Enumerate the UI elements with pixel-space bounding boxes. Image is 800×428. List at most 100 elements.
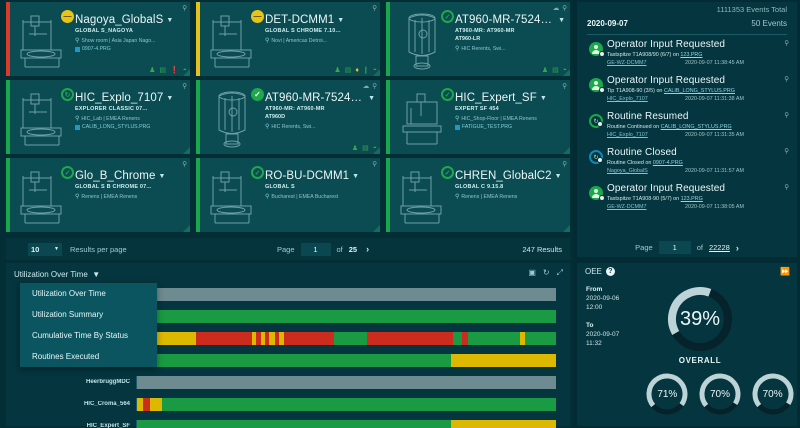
- pin-icon[interactable]: ⚲: [784, 76, 789, 83]
- device-card[interactable]: ↻ HIC_Explo_7107 ▼ EXPLORER CLASSIC 07..…: [6, 80, 190, 154]
- person-icon: ♟: [149, 67, 156, 74]
- device-card[interactable]: — DET-DCMM1 ▼ GLOBAL S CHROME 7.10... ⚲ N…: [196, 2, 380, 76]
- page-input[interactable]: 1: [300, 242, 331, 256]
- event-item[interactable]: ↻ Routine Resumed Routine Continued on C…: [583, 107, 791, 143]
- events-page-input[interactable]: 1: [658, 241, 691, 254]
- oee-from-value: 2020-09-06 12:00: [586, 295, 620, 311]
- event-item[interactable]: Operator Input Requested Tastspitze T1A9…: [583, 35, 791, 71]
- chevron-down-icon[interactable]: ▼: [554, 172, 562, 180]
- pin-icon[interactable]: ⚲: [562, 161, 567, 168]
- forward-icon[interactable]: ⏩: [780, 267, 790, 276]
- device-program: FATIGUE_TEST.PRG: [455, 124, 565, 130]
- next-page-button[interactable]: ›: [366, 244, 370, 254]
- oee-title: OEE: [585, 267, 602, 276]
- event-item[interactable]: Operator Input Requested Tip T1A908-90 (…: [583, 71, 791, 107]
- resize-corner: [183, 69, 190, 76]
- utilization-chart-selector[interactable]: Utilization Over Time ▼: [14, 264, 100, 282]
- events-total-pages: 22228: [708, 243, 730, 252]
- device-card[interactable]: ✓ AT960-MR-75248... ▼ AT960-MR: AT960-MR…: [386, 2, 570, 76]
- event-source-link[interactable]: GE-WZ-DCMM7: [607, 204, 647, 210]
- event-title: Operator Input Requested: [607, 39, 726, 50]
- chevron-down-icon[interactable]: ▼: [166, 16, 174, 24]
- pin-icon[interactable]: ⚲: [372, 83, 377, 90]
- device-program: 0907-4.PRG: [75, 46, 185, 52]
- event-program-link[interactable]: 0907-4.PRG: [652, 160, 683, 166]
- monitor-icon: ▤: [552, 67, 559, 74]
- help-icon[interactable]: ?: [605, 267, 615, 276]
- machine-illustration: [395, 162, 451, 229]
- chevron-down-icon[interactable]: ▼: [158, 172, 166, 180]
- status-running-icon: ↻: [61, 88, 74, 101]
- dropdown-item-0[interactable]: Utilization Over Time: [20, 283, 157, 304]
- device-model: GLOBAL S CHROME 7.10...: [265, 28, 341, 34]
- alert-icon: ❗: [170, 67, 179, 74]
- chart-row: [6, 327, 570, 349]
- results-per-page-select[interactable]: 10 ▼: [28, 242, 62, 256]
- event-title: Routine Closed: [607, 147, 677, 158]
- expand-icon[interactable]: ⤢: [556, 268, 563, 277]
- chevron-down-icon[interactable]: ▼: [352, 172, 360, 180]
- pin-icon[interactable]: ⚲: [784, 184, 789, 191]
- location-pin-icon: ⚲: [455, 116, 460, 122]
- status-paused-icon: —: [251, 10, 264, 23]
- chart-row-track: [136, 375, 556, 389]
- pin-icon[interactable]: ⚲: [562, 83, 567, 90]
- timeline-segment-idle: [149, 397, 163, 411]
- status-ok-ring-icon: ✓: [61, 166, 74, 179]
- pin-icon[interactable]: ⚲: [784, 112, 789, 119]
- event-source-link[interactable]: HIC_Explo_7107: [607, 132, 648, 138]
- refresh-icon[interactable]: ↻: [542, 268, 550, 277]
- pin-icon[interactable]: ⚲: [182, 5, 187, 12]
- cloud-off-icon[interactable]: ☁: [362, 83, 370, 90]
- chevron-down-icon[interactable]: ▼: [166, 94, 174, 102]
- results-total: 247 Results: [522, 244, 562, 254]
- dropdown-item-2[interactable]: Cumulative Time By Status: [32, 331, 129, 340]
- pin-icon[interactable]: ⚲: [372, 161, 377, 168]
- device-card[interactable]: ✓ HIC_Expert_SF ▼ EXPERT SF 454 ⚲ HIC_Sho…: [386, 80, 570, 154]
- pin-icon[interactable]: ⚲: [372, 5, 377, 12]
- events-next-page-button[interactable]: ›: [735, 242, 739, 253]
- timeline-segment-error: [264, 331, 269, 345]
- event-program-link[interactable]: CALIB_LONG_STYLUS.PRG: [660, 124, 732, 130]
- device-name: HIC_Expert_SF: [455, 92, 537, 104]
- dropdown-item-3[interactable]: Routines Executed: [32, 352, 100, 361]
- device-card[interactable]: ✓ AT960-MR-75248... ▼ AT960-MR: AT960-MR…: [196, 80, 380, 154]
- pin-icon[interactable]: ⚲: [182, 161, 187, 168]
- dropdown-item-1[interactable]: Utilization Summary: [32, 310, 104, 319]
- device-card[interactable]: ✓ Glo_B_Chrome ▼ GLOBAL S B CHROME 07...…: [6, 158, 190, 232]
- pin-icon[interactable]: ⚲: [784, 40, 789, 47]
- status-ok-ring-icon: ✓: [251, 166, 264, 179]
- event-program-link[interactable]: 123.PRG: [680, 196, 703, 202]
- resize-corner: [373, 147, 380, 154]
- event-program-link[interactable]: CALIB_LONG_STYLUS.PRG: [663, 88, 735, 94]
- event-item[interactable]: Operator Input Requested Tastspitze T1A9…: [583, 179, 791, 215]
- device-name: AT960-MR-75248...: [265, 92, 366, 104]
- event-source-link[interactable]: HIC_Explo_7107: [607, 96, 648, 102]
- device-card[interactable]: — Nagoya_GlobalS ▼ GLOBAL S_NAGOYA ⚲ Show…: [6, 2, 190, 76]
- chevron-down-icon[interactable]: ▼: [558, 16, 565, 24]
- utilization-dropdown-menu[interactable]: Utilization Over Time Utilization Summary…: [20, 283, 157, 367]
- device-name: AT960-MR-75248...: [455, 14, 556, 26]
- chevron-down-icon[interactable]: ▼: [368, 94, 375, 102]
- timeline-segment-running: [162, 397, 556, 411]
- event-program-link[interactable]: 123.PRG: [680, 52, 703, 58]
- event-source-link[interactable]: GE-WZ-DCMM7: [607, 60, 647, 66]
- pin-icon[interactable]: ⚲: [562, 5, 567, 12]
- pin-icon[interactable]: ⚲: [182, 83, 187, 90]
- page-label: Page: [276, 244, 295, 254]
- events-total: 1111353 Events Total: [716, 4, 787, 14]
- location-pin-icon: ⚲: [75, 38, 80, 44]
- pin-icon[interactable]: ⚲: [784, 148, 789, 155]
- cloud-off-icon[interactable]: ☁: [552, 5, 560, 12]
- program-icon: [455, 124, 460, 130]
- chart-row: HIC_Expert_SF: [6, 415, 570, 428]
- save-icon[interactable]: ▣: [528, 268, 536, 277]
- device-card[interactable]: ✓ RO-BU-DCMM1 ▼ GLOBAL S ⚲ Bucharest | EM…: [196, 158, 380, 232]
- device-location: ⚲ Show room | Asia Japan Nago...: [75, 37, 156, 45]
- chevron-down-icon[interactable]: ▼: [337, 16, 345, 24]
- device-name: Glo_B_Chrome: [75, 170, 156, 182]
- event-item[interactable]: ↻ Routine Closed Routine Closed on 0907-…: [583, 143, 791, 179]
- event-source-link[interactable]: Nagoya_GlobalS: [607, 168, 648, 174]
- chevron-down-icon[interactable]: ▼: [539, 94, 547, 102]
- device-card[interactable]: ✓ CHREN_GlobalC2 ▼ GLOBAL C 9.15.8 ⚲ Rene…: [386, 158, 570, 232]
